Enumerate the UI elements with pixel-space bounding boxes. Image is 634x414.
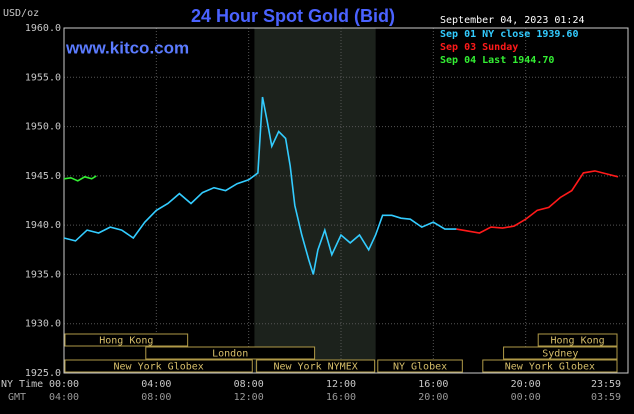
x2-tick-label: 08:00: [141, 392, 171, 403]
x2-tick-label: 12:00: [234, 392, 264, 403]
y-tick-label: 1960.0: [25, 23, 61, 34]
session-box: [64, 359, 253, 373]
session-label: New York Globex: [113, 362, 203, 373]
legend-entry: Sep 01 NY close 1939.60: [440, 29, 578, 40]
x-tick-label: 04:00: [141, 379, 171, 390]
session-label: London: [212, 349, 248, 360]
timestamp: September 04, 2023 01:24: [440, 15, 585, 26]
x-tick-label: 08:00: [234, 379, 264, 390]
x2-tick-label: 03:59: [591, 392, 621, 403]
x2-axis-label: GMT: [8, 392, 26, 403]
x-tick-label: 16:00: [418, 379, 448, 390]
x-axis-label: NY Time: [1, 379, 43, 390]
x2-tick-label: 04:00: [49, 392, 79, 403]
y-tick-label: 1925.0: [25, 368, 61, 379]
session-box: [377, 359, 463, 373]
y-tick-label: 1950.0: [25, 122, 61, 133]
y-axis-label: USD/oz: [3, 8, 39, 19]
site-label: www.kitco.com: [65, 38, 189, 57]
session-box: [256, 359, 376, 373]
session-box: [64, 333, 189, 347]
session-label: NY Globex: [393, 362, 447, 373]
y-tick-label: 1945.0: [25, 171, 61, 182]
session-label: Sydney: [542, 349, 578, 360]
session-box: [145, 346, 316, 360]
session-box: [537, 333, 618, 347]
price-line: [63, 96, 457, 275]
x-tick-label: 20:00: [511, 379, 541, 390]
session-box: [503, 346, 618, 360]
y-tick-label: 1940.0: [25, 220, 61, 231]
y-tick-label: 1935.0: [25, 269, 61, 280]
session-box: [482, 359, 618, 373]
y-tick-label: 1955.0: [25, 72, 61, 83]
legend-entry: Sep 04 Last 1944.70: [440, 55, 554, 66]
price-line: [63, 175, 97, 182]
highlight-band: [254, 28, 376, 373]
session-label: New York Globex: [505, 362, 595, 373]
chart-title: 24 Hour Spot Gold (Bid): [191, 6, 395, 26]
session-label: Hong Kong: [551, 336, 605, 347]
x2-tick-label: 16:00: [326, 392, 356, 403]
session-label: New York NYMEX: [273, 362, 357, 373]
session-label: Hong Kong: [99, 336, 153, 347]
x-tick-label: 23:59: [591, 379, 621, 390]
y-tick-label: 1930.0: [25, 319, 61, 330]
legend-entry: Sep 03 Sunday: [440, 42, 518, 53]
price-line: [456, 170, 619, 234]
x-tick-label: 12:00: [326, 379, 356, 390]
x-tick-label: 00:00: [49, 379, 79, 390]
x2-tick-label: 20:00: [418, 392, 448, 403]
plot-frame: [63, 27, 629, 374]
x2-tick-label: 00:00: [511, 392, 541, 403]
